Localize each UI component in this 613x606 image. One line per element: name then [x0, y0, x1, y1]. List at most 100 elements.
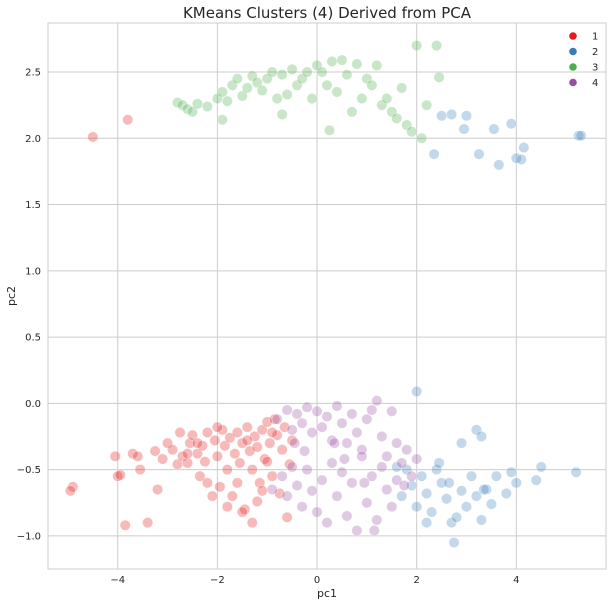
legend-marker-cluster-4 [569, 78, 577, 87]
scatter-point-cluster-1 [134, 464, 146, 476]
scatter-point-cluster-1 [234, 457, 246, 469]
scatter-point-cluster-4 [331, 490, 343, 502]
scatter-point-cluster-1 [226, 490, 238, 502]
scatter-point-cluster-4 [301, 464, 313, 476]
scatter-point-cluster-4 [306, 485, 318, 497]
scatter-point-cluster-4 [346, 408, 358, 420]
scatter-point-cluster-1 [119, 519, 131, 531]
scatter-point-cluster-1 [201, 426, 213, 438]
scatter-point-cluster-2 [473, 148, 485, 160]
scatter-point-cluster-2 [428, 148, 440, 160]
scatter-point-cluster-2 [518, 142, 530, 154]
plot-background [48, 23, 606, 569]
scatter-point-cluster-3 [286, 63, 298, 75]
scatter-point-cluster-2 [478, 483, 490, 495]
scatter-point-cluster-4 [316, 474, 328, 486]
scatter-point-cluster-4 [396, 457, 408, 469]
y-axis-label: pc2 [5, 286, 18, 306]
scatter-point-cluster-2 [443, 477, 455, 489]
x-tick-label: 0 [314, 575, 320, 586]
scatter-point-cluster-1 [266, 470, 278, 482]
scatter-point-cluster-1 [64, 485, 76, 497]
scatter-point-cluster-2 [436, 110, 448, 122]
scatter-point-cluster-3 [191, 98, 203, 110]
scatter-point-cluster-4 [366, 470, 378, 482]
scatter-point-cluster-3 [316, 66, 328, 78]
scatter-point-cluster-2 [505, 118, 517, 130]
scatter-point-cluster-2 [433, 457, 445, 469]
scatter-point-cluster-4 [301, 401, 313, 413]
scatter-point-cluster-3 [182, 103, 194, 115]
scatter-point-cluster-1 [246, 517, 258, 529]
scatter-point-cluster-2 [485, 498, 497, 510]
scatter-point-cluster-3 [396, 82, 408, 94]
scatter-point-cluster-2 [490, 470, 502, 482]
scatter-point-cluster-4 [289, 437, 301, 449]
scatter-point-cluster-2 [465, 470, 477, 482]
scatter-point-cluster-1 [87, 131, 99, 143]
scatter-point-cluster-4 [356, 450, 368, 462]
scatter-point-cluster-1 [182, 448, 194, 460]
scatter-point-cluster-1 [246, 464, 258, 476]
scatter-points [64, 40, 587, 548]
scatter-point-cluster-3 [241, 82, 253, 94]
scatter-point-cluster-4 [351, 525, 363, 537]
scatter-point-cluster-3 [231, 73, 243, 85]
scatter-point-cluster-4 [391, 474, 403, 486]
scatter-point-cluster-1 [256, 485, 268, 497]
scatter-point-cluster-1 [182, 457, 194, 469]
scatter-point-cluster-2 [436, 477, 448, 489]
scatter-point-cluster-3 [351, 58, 363, 70]
scatter-point-cluster-2 [448, 536, 460, 548]
y-tick-label: 1.5 [25, 200, 41, 211]
scatter-point-cluster-2 [475, 430, 487, 442]
scatter-point-cluster-1 [279, 421, 291, 433]
scatter-point-cluster-4 [406, 470, 418, 482]
scatter-point-cluster-2 [416, 470, 428, 482]
scatter-point-cluster-3 [301, 66, 313, 78]
scatter-point-cluster-1 [132, 450, 144, 462]
scatter-point-cluster-2 [530, 474, 542, 486]
scatter-point-cluster-3 [433, 71, 445, 83]
y-tick-label: 2.5 [25, 68, 41, 79]
scatter-point-cluster-3 [276, 69, 288, 81]
scatter-point-cluster-4 [376, 461, 388, 473]
scatter-point-cluster-3 [421, 99, 433, 111]
scatter-point-cluster-1 [251, 495, 263, 507]
y-tick-label: 0.0 [25, 399, 41, 410]
scatter-point-cluster-3 [281, 89, 293, 101]
scatter-point-cluster-1 [142, 517, 154, 529]
scatter-point-cluster-3 [356, 93, 368, 105]
scatter-point-cluster-4 [358, 477, 370, 489]
scatter-point-cluster-4 [326, 457, 338, 469]
scatter-point-cluster-2 [411, 385, 423, 397]
scatter-point-cluster-3 [371, 59, 383, 71]
x-tick-label: 4 [513, 575, 519, 586]
scatter-point-cluster-3 [216, 86, 228, 98]
scatter-point-cluster-1 [219, 440, 231, 452]
scatter-point-cluster-2 [421, 487, 433, 499]
scatter-point-cluster-3 [323, 124, 335, 136]
scatter-point-cluster-1 [241, 434, 253, 446]
scatter-point-cluster-2 [406, 480, 418, 492]
scatter-point-cluster-2 [446, 108, 458, 120]
scatter-point-cluster-2 [515, 154, 527, 166]
scatter-point-cluster-2 [458, 123, 470, 135]
scatter-point-cluster-4 [286, 461, 298, 473]
y-tick-labels: −1.0 −0.5 0.0 0.5 1.0 1.5 2.0 2.5 [17, 68, 41, 543]
scatter-point-cluster-2 [456, 437, 468, 449]
scatter-point-cluster-3 [201, 100, 213, 112]
scatter-point-cluster-2 [500, 487, 512, 499]
scatter-point-cluster-3 [256, 85, 268, 97]
scatter-point-cluster-4 [371, 514, 383, 526]
scatter-point-cluster-1 [152, 483, 164, 495]
scatter-point-cluster-4 [336, 417, 348, 429]
scatter-point-cluster-1 [191, 437, 203, 449]
scatter-point-cluster-3 [411, 40, 423, 52]
scatter-point-cluster-4 [321, 517, 333, 529]
scatter-point-cluster-1 [264, 437, 276, 449]
scatter-point-cluster-4 [266, 483, 278, 495]
legend-label-cluster-1: 1 [592, 32, 598, 43]
scatter-point-cluster-1 [236, 437, 248, 449]
scatter-point-cluster-4 [398, 480, 410, 492]
